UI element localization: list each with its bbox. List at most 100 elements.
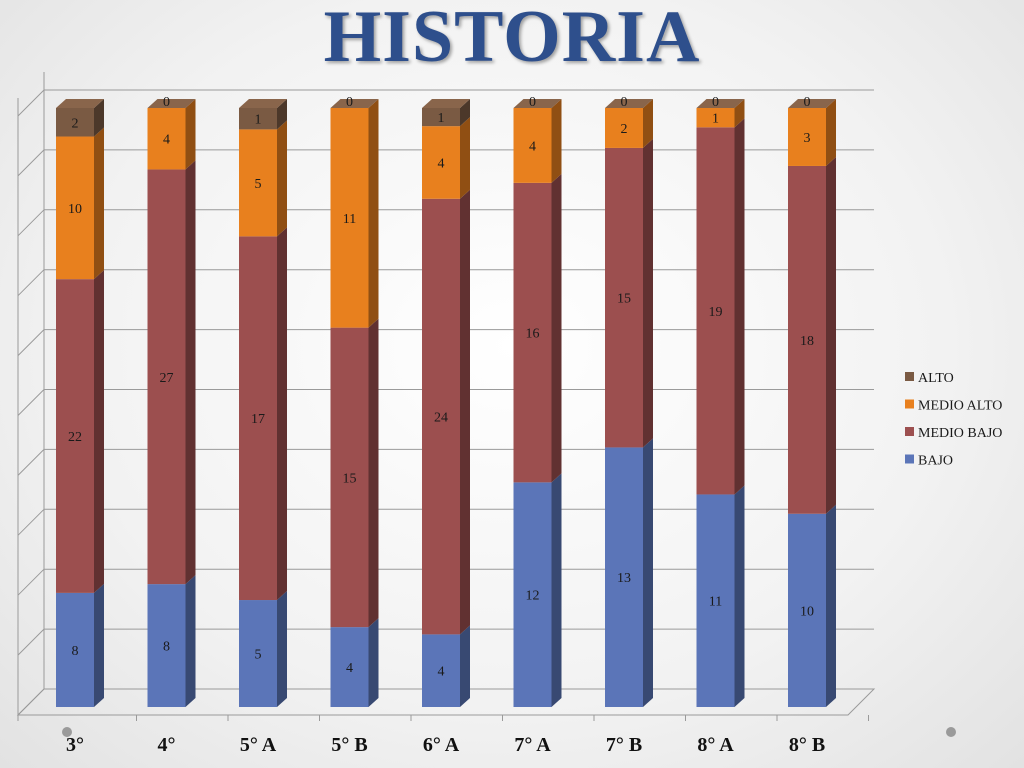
bar-side-face bbox=[826, 156, 836, 514]
bar-side-face bbox=[185, 160, 196, 585]
category-label: 6° A bbox=[423, 734, 460, 756]
data-label: 5 bbox=[255, 177, 262, 192]
side-gridline bbox=[17, 508, 45, 536]
data-label: 1 bbox=[712, 112, 719, 127]
bar-side-face bbox=[551, 99, 562, 183]
bar-segment-medio-alto bbox=[696, 99, 745, 128]
data-label: 4 bbox=[438, 156, 445, 171]
side-gridline bbox=[17, 149, 45, 177]
data-label: 11 bbox=[709, 595, 722, 610]
data-label: 24 bbox=[434, 411, 448, 426]
bar-side-face bbox=[94, 583, 104, 707]
bar-side-face bbox=[826, 504, 836, 707]
bar-side-face bbox=[460, 117, 470, 199]
bar-front-face bbox=[56, 136, 94, 280]
data-label: 0 bbox=[346, 95, 353, 110]
category-label: 8° A bbox=[697, 734, 734, 756]
bar-front-face bbox=[605, 108, 643, 148]
bar-top-face bbox=[513, 99, 562, 108]
bar-segment-alto bbox=[605, 99, 653, 108]
slide-title: HISTORIA bbox=[323, 0, 701, 78]
bar-side-face bbox=[277, 99, 287, 130]
data-label: 2 bbox=[72, 116, 79, 131]
side-gridline bbox=[17, 449, 45, 476]
bar-front-face bbox=[147, 169, 186, 585]
bar-side-face bbox=[277, 227, 287, 601]
bar-side-face bbox=[277, 120, 287, 237]
bar-segment-bajo bbox=[605, 438, 653, 707]
bar-segment-medio-bajo bbox=[422, 189, 470, 635]
legend: ALTO MEDIO ALTO MEDIO BAJO BAJO bbox=[905, 371, 1002, 469]
data-label: 11 bbox=[343, 212, 356, 227]
legend-item-bajo: BAJO bbox=[905, 454, 953, 469]
bar-segment-bajo bbox=[56, 583, 104, 707]
legend-swatch bbox=[905, 372, 914, 381]
bar-segment-alto bbox=[422, 99, 470, 127]
bar-side-face bbox=[460, 99, 470, 127]
data-label: 4 bbox=[346, 661, 353, 676]
bar-side-face bbox=[94, 270, 104, 593]
data-label: 18 bbox=[800, 334, 814, 349]
bar-front-face bbox=[696, 127, 735, 495]
bar-side-face bbox=[368, 99, 379, 328]
bar-segment-medio-bajo bbox=[147, 160, 196, 585]
bar-segment-bajo bbox=[788, 504, 836, 707]
bar-top-face bbox=[788, 99, 836, 108]
bar-side-face bbox=[460, 189, 470, 635]
bar-segment-bajo bbox=[513, 473, 562, 707]
bar-side-face bbox=[643, 138, 653, 448]
category-label: 7° A bbox=[514, 734, 551, 756]
data-label: 16 bbox=[526, 327, 540, 342]
data-label: 3 bbox=[804, 131, 811, 146]
legend-swatch bbox=[905, 454, 914, 464]
bars-layer bbox=[56, 99, 836, 707]
bar-side-face bbox=[551, 473, 562, 707]
side-gridline bbox=[17, 568, 45, 596]
bar-front-face bbox=[513, 482, 552, 707]
bar-side-face bbox=[826, 99, 836, 166]
side-gridline bbox=[17, 89, 45, 117]
bar-segment-bajo bbox=[696, 485, 745, 707]
bar-front-face bbox=[147, 108, 186, 170]
bar-top-face bbox=[330, 99, 379, 108]
side-gridline bbox=[17, 389, 45, 416]
bar-side-face bbox=[734, 485, 745, 707]
bar-segment-bajo bbox=[239, 591, 287, 707]
bar-front-face bbox=[788, 165, 826, 514]
bar-front-face bbox=[422, 126, 460, 199]
data-label: 1 bbox=[438, 111, 445, 126]
legend-swatch bbox=[905, 427, 914, 436]
bar-front-face bbox=[239, 600, 277, 707]
data-label: 5 bbox=[255, 648, 262, 663]
data-label: 12 bbox=[526, 589, 540, 604]
bar-front-face bbox=[696, 494, 735, 707]
bar-segment-medio-bajo bbox=[788, 156, 836, 514]
data-label: 27 bbox=[160, 371, 174, 386]
category-label: 3° bbox=[66, 734, 84, 756]
bar-segment-medio-bajo bbox=[513, 173, 562, 483]
data-label: 13 bbox=[617, 571, 631, 586]
legend-label: MEDIO BAJO bbox=[918, 426, 1002, 441]
legend-label: ALTO bbox=[918, 371, 954, 386]
bar-front-face bbox=[56, 108, 94, 137]
bar-front-face bbox=[239, 236, 277, 601]
data-label: 2 bbox=[621, 122, 628, 137]
bar-front-face bbox=[605, 147, 643, 448]
data-label: 15 bbox=[343, 471, 357, 486]
bar-segment-alto bbox=[513, 99, 562, 108]
category-label: 5° A bbox=[240, 734, 277, 756]
bar-front-face bbox=[422, 198, 460, 635]
bar-front-face bbox=[239, 108, 277, 130]
legend-label: BAJO bbox=[918, 454, 953, 469]
legend-swatch bbox=[905, 399, 914, 409]
bar-segment-medio-alto bbox=[147, 99, 196, 170]
bar-segment-bajo bbox=[330, 618, 379, 707]
legend-item-alto: ALTO bbox=[905, 371, 954, 386]
bar-segment-medio-bajo bbox=[239, 227, 287, 601]
bar-side-face bbox=[94, 99, 104, 137]
side-gridline bbox=[17, 628, 45, 656]
category-label: 7° B bbox=[606, 734, 642, 756]
data-label: 0 bbox=[163, 95, 170, 110]
bar-segment-medio-bajo bbox=[56, 270, 104, 593]
